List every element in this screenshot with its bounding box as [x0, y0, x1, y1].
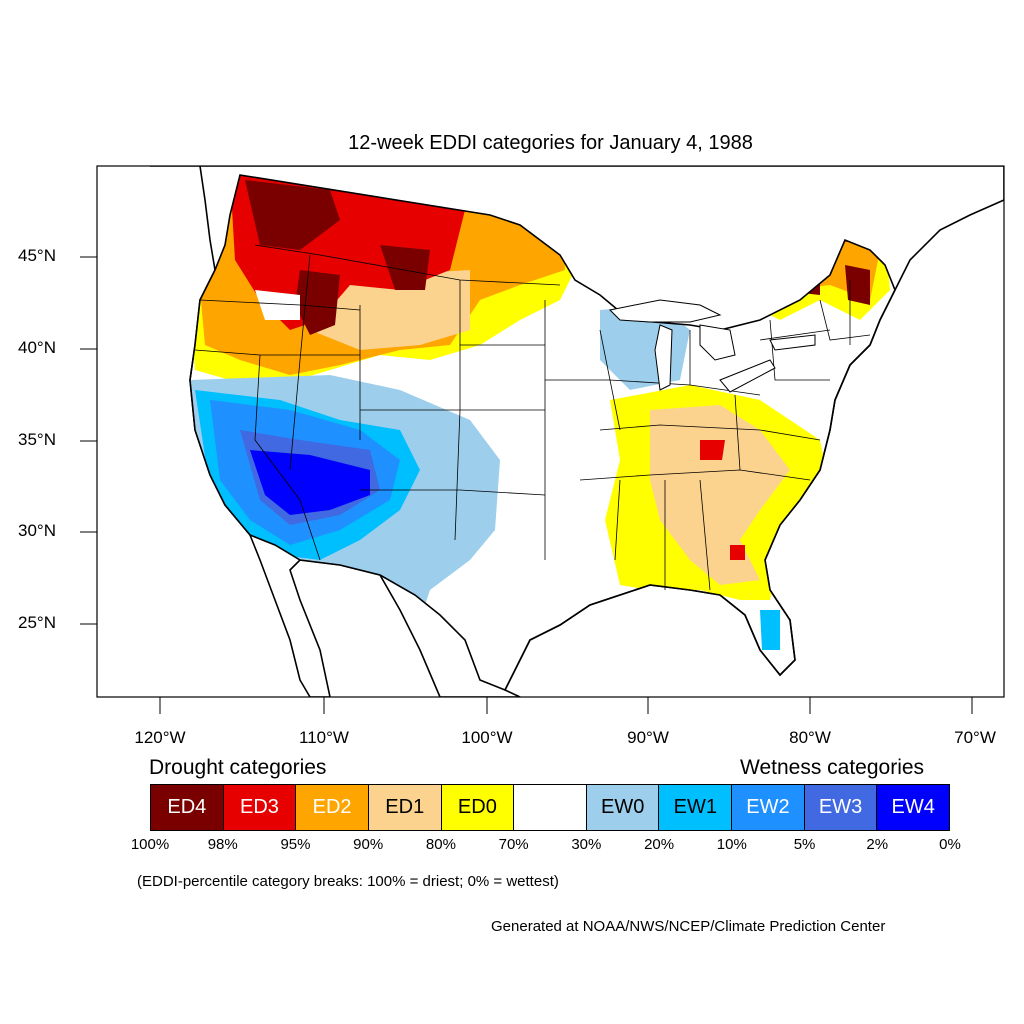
percentile-label: 95% [280, 836, 311, 853]
lon-label: 90°W [627, 728, 669, 747]
axis-ticks [80, 256, 973, 714]
percentile-label: 5% [793, 836, 816, 853]
legend-swatch: ED3 [222, 784, 297, 831]
great-lakes [608, 299, 816, 393]
percentile-label: 20% [644, 836, 675, 853]
legend-swatch: ED0 [440, 784, 515, 831]
category-breaks-note: (EDDI-percentile category breaks: 100% =… [137, 873, 559, 890]
legend-swatch: ED2 [295, 784, 369, 831]
category-legend: ED4 ED3 ED2 ED1 ED0 EW0 EW1 EW2 EW3 EW4 [150, 784, 951, 831]
legend-swatch: EW0 [585, 784, 660, 831]
credit-text: Generated at NOAA/NWS/NCEP/Climate Predi… [491, 918, 886, 935]
lon-label: 100°W [461, 728, 513, 747]
lat-label: 35°N [18, 430, 56, 449]
lon-label: 80°W [789, 728, 831, 747]
lon-label: 120°W [134, 728, 186, 747]
lat-label: 40°N [18, 338, 56, 357]
percentile-label: 0% [939, 836, 961, 853]
legend-swatch: ED1 [367, 784, 442, 831]
state-borders [189, 174, 896, 692]
percentile-label: 90% [353, 836, 384, 853]
wetness-categories-label: Wetness categories [740, 756, 925, 779]
drought-categories-label: Drought categories [149, 756, 327, 779]
map-title: 12-week EDDI categories for January 4, 1… [348, 132, 753, 154]
percentile-label: 70% [498, 836, 529, 853]
lat-label: 30°N [18, 521, 56, 540]
legend-swatch: EW3 [803, 784, 878, 831]
legend-swatch: EW4 [876, 784, 951, 831]
legend-swatch: EW2 [731, 784, 805, 831]
lat-label: 45°N [18, 246, 56, 265]
legend-swatch: EW1 [658, 784, 733, 831]
percentile-label: 30% [571, 836, 602, 853]
percentile-label: 80% [425, 836, 456, 853]
plot-frame [96, 165, 1005, 698]
percentile-label: 2% [866, 836, 889, 853]
percentile-label: 10% [716, 836, 747, 853]
lat-label: 25°N [18, 613, 56, 632]
percentile-label: 100% [130, 836, 170, 853]
legend-swatch: ED4 [150, 784, 224, 831]
lon-label: 70°W [954, 728, 996, 747]
lon-label: 110°W [299, 728, 349, 747]
percentile-label: 98% [207, 836, 238, 853]
legend-swatch [513, 784, 587, 831]
